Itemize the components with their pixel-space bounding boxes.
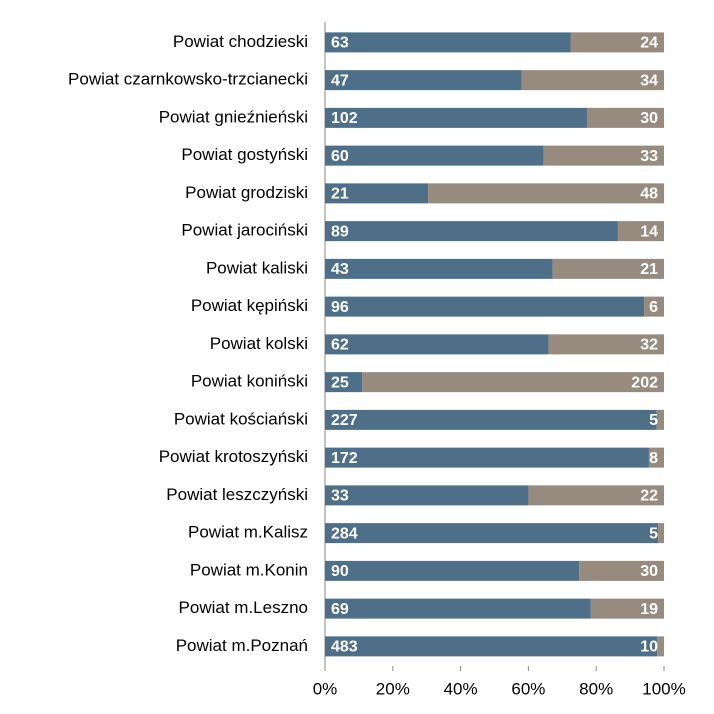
bar-segment (528, 485, 664, 506)
value-label: 43 (331, 261, 349, 278)
y-tick-label: Powiat m.Leszno (179, 598, 308, 617)
value-label: 202 (631, 374, 658, 391)
bar-segment (325, 636, 658, 657)
value-label: 30 (640, 110, 658, 127)
bar-segment (325, 523, 659, 544)
value-label: 102 (331, 110, 358, 127)
bar-segment (656, 409, 664, 430)
bar-segment (658, 523, 664, 544)
value-label: 89 (331, 223, 349, 240)
value-label: 69 (331, 601, 349, 618)
value-label: 21 (331, 186, 349, 203)
value-label: 227 (331, 412, 358, 429)
bar-segment (325, 409, 657, 430)
bar-segment (644, 296, 664, 317)
value-label: 63 (331, 35, 349, 52)
bar-segment (325, 70, 522, 91)
bar-segment (325, 32, 571, 53)
y-tick-label: Powiat krotoszyński (159, 447, 308, 466)
y-tick-label: Powiat grodziski (185, 183, 308, 202)
x-tick-label: 80% (579, 679, 613, 698)
y-tick-label: Powiat kaliski (206, 258, 308, 277)
x-tick-label: 60% (511, 679, 545, 698)
value-label: 19 (640, 601, 658, 618)
bar-segment (552, 258, 664, 279)
x-tick-label: 100% (642, 679, 685, 698)
y-tick-label: Powiat gostyński (181, 145, 308, 164)
value-label: 48 (640, 186, 658, 203)
bar-segment (325, 145, 544, 166)
bar-segment (428, 183, 664, 204)
bar-segment (548, 334, 664, 355)
bar-segment (657, 636, 664, 657)
bar-segment (325, 221, 618, 242)
value-label: 10 (640, 639, 658, 656)
y-tick-label: Powiat kościański (174, 409, 308, 428)
y-tick-label: Powiat koniński (191, 372, 308, 391)
y-tick-label: Powiat jarociński (181, 221, 308, 240)
value-label: 34 (640, 72, 658, 89)
value-label: 22 (640, 488, 658, 505)
value-label: 90 (331, 563, 349, 580)
x-tick-label: 20% (376, 679, 410, 698)
y-tick-label: Powiat chodzieski (173, 32, 308, 51)
y-tick-label: Powiat m.Poznań (176, 636, 308, 655)
bar-segment (325, 560, 580, 581)
bar-segment (617, 221, 664, 242)
x-tick-label: 40% (444, 679, 478, 698)
bar-segment (325, 447, 649, 468)
value-label: 21 (640, 261, 658, 278)
y-tick-label: Powiat m.Kalisz (188, 523, 308, 542)
value-label: 32 (640, 337, 658, 354)
value-label: 14 (640, 223, 658, 240)
value-label: 24 (640, 35, 658, 52)
value-label: 284 (331, 525, 358, 542)
y-tick-label: Powiat czarnkowsko-trzcianecki (68, 70, 308, 89)
value-label: 483 (331, 639, 358, 656)
bar-segment (362, 372, 664, 393)
x-tick-label: 0% (313, 679, 338, 698)
value-label: 33 (640, 148, 658, 165)
bar-segment (570, 32, 664, 53)
y-tick-label: Powiat kolski (210, 334, 308, 353)
bar-segment (543, 145, 664, 166)
value-label: 172 (331, 450, 358, 467)
value-label: 96 (331, 299, 349, 316)
value-label: 47 (331, 72, 349, 89)
value-label: 30 (640, 563, 658, 580)
y-tick-label: Powiat kępiński (191, 296, 308, 315)
value-label: 62 (331, 337, 349, 354)
value-label: 60 (331, 148, 349, 165)
bar-segment (590, 598, 664, 619)
bar-segment (325, 598, 591, 619)
bar-segment (325, 107, 587, 128)
value-label: 25 (331, 374, 349, 391)
value-label: 33 (331, 488, 349, 505)
y-tick-label: Powiat leszczyński (166, 485, 308, 504)
bar-segment (325, 372, 363, 393)
bar-segment (325, 296, 645, 317)
value-label: 5 (649, 412, 658, 429)
bar-segment (586, 107, 664, 128)
value-label: 5 (649, 525, 658, 542)
bar-segment (325, 485, 529, 506)
y-tick-label: Powiat m.Konin (190, 560, 308, 579)
y-tick-label: Powiat gnieźnieński (159, 107, 308, 126)
bar-segment (325, 258, 553, 279)
bar-segment (521, 70, 664, 91)
bar-segment (325, 334, 549, 355)
bar-segment (579, 560, 664, 581)
value-label: 8 (649, 450, 658, 467)
value-label: 6 (649, 299, 658, 316)
bar-segment (325, 183, 429, 204)
bar-segment (648, 447, 664, 468)
